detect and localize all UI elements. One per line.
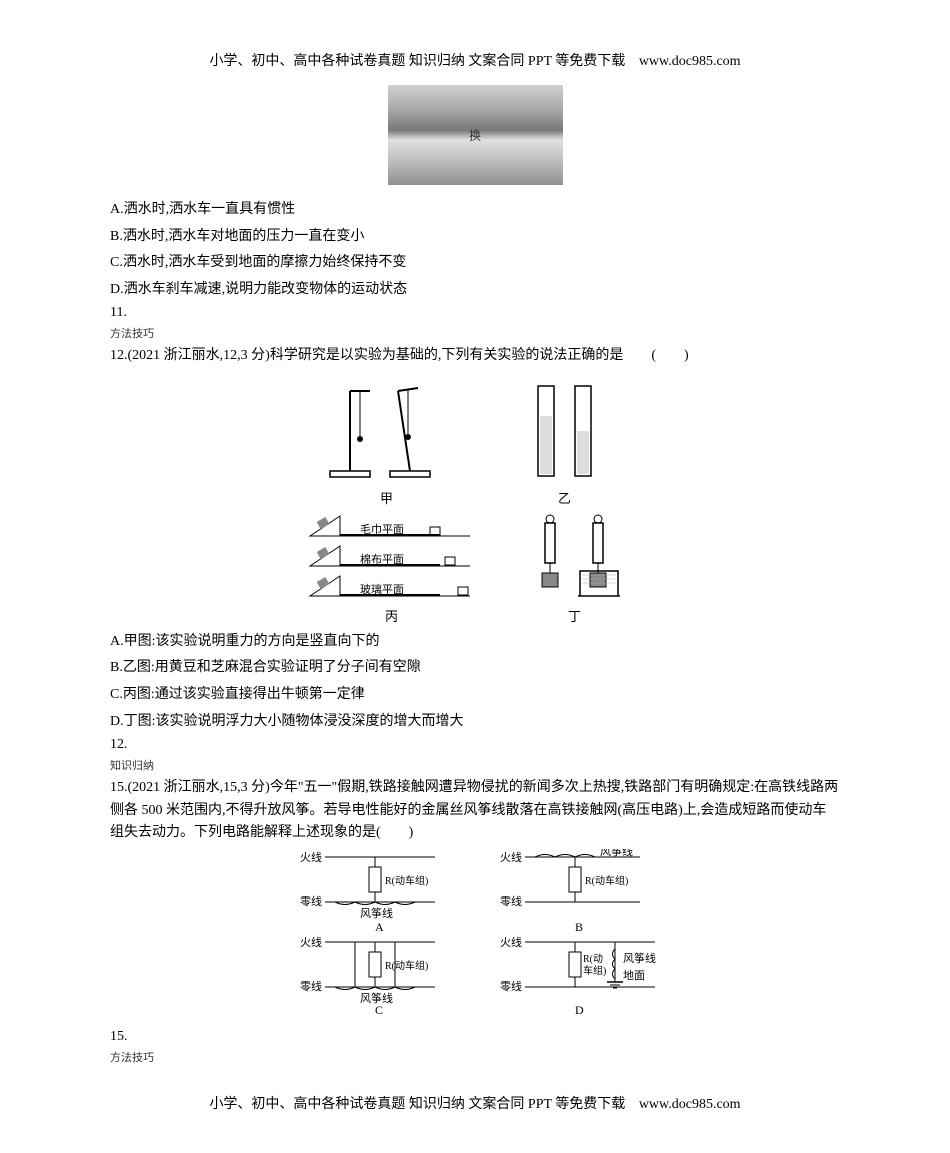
svg-text:R(动车组): R(动车组): [385, 959, 428, 972]
svg-text:零线: 零线: [500, 979, 522, 993]
svg-text:R(动车组): R(动车组): [585, 874, 628, 887]
svg-text:棉布平面: 棉布平面: [360, 552, 404, 566]
svg-text:火线: 火线: [300, 850, 322, 864]
footer-url: www.doc985.com: [639, 1097, 741, 1112]
option-C-q10: C.洒水时,洒水车受到地面的摩擦力始终保持不变: [110, 250, 840, 277]
footer-text: 小学、初中、高中各种试卷真题 知识归纳 文案合同 PPT 等免费下载: [209, 1097, 625, 1112]
knowledge-label: 知识归纳: [110, 757, 840, 773]
option-B-q12: B.乙图:用黄豆和芝麻混合实验证明了分子间有空隙: [110, 655, 840, 682]
header-text: 小学、初中、高中各种试卷真题 知识归纳 文案合同 PPT 等免费下载: [209, 54, 625, 69]
svg-text:车组): 车组): [583, 964, 606, 977]
svg-text:D: D: [575, 1003, 584, 1014]
svg-text:风筝线: 风筝线: [360, 906, 393, 920]
q12-number: 12.: [110, 737, 840, 753]
page-footer: 小学、初中、高中各种试卷真题 知识归纳 文案合同 PPT 等免费下载 www.d…: [0, 1093, 950, 1113]
page-header: 小学、初中、高中各种试卷真题 知识归纳 文案合同 PPT 等免费下载 www.d…: [110, 50, 840, 70]
svg-text:C: C: [375, 1003, 383, 1014]
svg-text:火线: 火线: [500, 935, 522, 949]
option-C-q12: C.丙图:通过该实验直接得出牛顿第一定律: [110, 682, 840, 709]
label-yi: 乙: [558, 488, 571, 507]
label-ding: 丁: [568, 606, 581, 625]
svg-text:火线: 火线: [300, 935, 322, 949]
method-label-2: 方法技巧: [110, 1049, 840, 1065]
svg-text:R(动: R(动: [583, 953, 603, 965]
svg-text:风筝线: 风筝线: [623, 951, 656, 965]
q12-diagram: 甲 乙 毛巾平面 棉布: [290, 376, 660, 621]
photo-label: 换: [469, 127, 481, 144]
option-B-q10: B.洒水时,洒水车对地面的压力一直在变小: [110, 224, 840, 251]
label-jia: 甲: [380, 488, 393, 507]
svg-text:零线: 零线: [300, 894, 322, 908]
option-D-q10: D.洒水车刹车减速,说明力能改变物体的运动状态: [110, 277, 840, 304]
svg-text:毛巾平面: 毛巾平面: [360, 522, 404, 536]
question-photo: 换: [388, 85, 563, 185]
option-A-q12: A.甲图:该实验说明重力的方向是竖直向下的: [110, 629, 840, 656]
q11-number: 11.: [110, 305, 840, 321]
q15-text: 15.(2021 浙江丽水,15,3 分)今年"五一"假期,铁路接触网遭异物侵扰…: [110, 777, 840, 844]
q15-diagram: 火线 R(动车组) 零线 风筝线 A 火线 风筝线 R(动车组) 零线 B: [275, 849, 675, 1014]
header-url: www.doc985.com: [639, 54, 741, 69]
svg-text:R(动车组): R(动车组): [385, 874, 428, 887]
method-label: 方法技巧: [110, 325, 840, 341]
svg-text:零线: 零线: [300, 979, 322, 993]
svg-text:风筝线: 风筝线: [600, 849, 633, 858]
option-A-q10: A.洒水时,洒水车一直具有惯性: [110, 197, 840, 224]
svg-text:地面: 地面: [623, 969, 645, 982]
svg-text:B: B: [575, 920, 583, 934]
label-bing: 丙: [385, 606, 398, 625]
q15-number: 15.: [110, 1029, 840, 1045]
q12-text: 12.(2021 浙江丽水,12,3 分)科学研究是以实验为基础的,下列有关实验…: [110, 345, 840, 367]
svg-text:A: A: [375, 920, 384, 934]
svg-text:玻璃平面: 玻璃平面: [360, 582, 404, 596]
svg-text:零线: 零线: [500, 894, 522, 908]
option-D-q12: D.丁图:该实验说明浮力大小随物体浸没深度的增大而增大: [110, 709, 840, 736]
svg-text:火线: 火线: [500, 850, 522, 864]
